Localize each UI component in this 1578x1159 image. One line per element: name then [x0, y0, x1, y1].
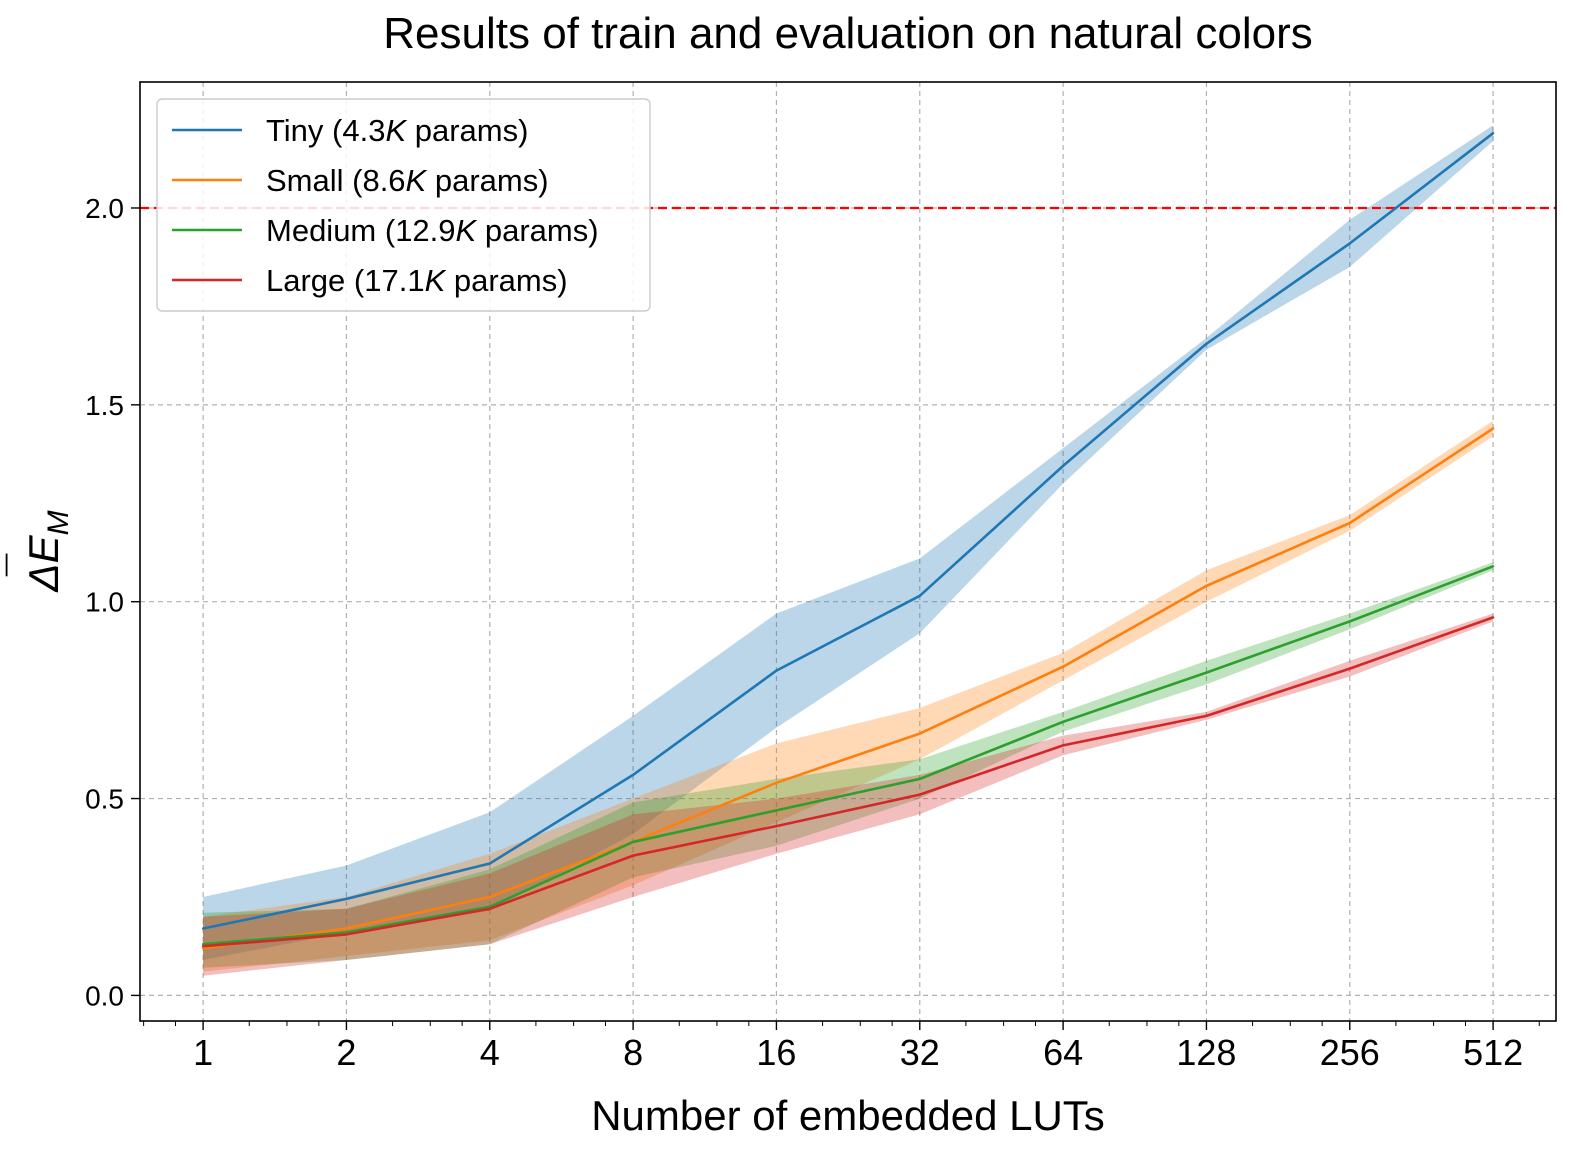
x-tick-label: 2 — [336, 1032, 356, 1073]
legend-label-prefix: Medium (12.9 — [266, 213, 456, 248]
data-point — [631, 854, 635, 857]
data-point — [488, 907, 491, 910]
data-point — [1205, 584, 1208, 588]
legend-label-prefix: Large (17.1 — [266, 263, 425, 298]
data-point — [345, 933, 348, 936]
data-point — [1491, 131, 1495, 135]
data-point — [488, 895, 491, 899]
data-point — [201, 927, 205, 930]
data-point — [1491, 565, 1495, 568]
series-line — [202, 132, 1494, 930]
y-tick-label: 1.0 — [85, 587, 124, 618]
x-tick-label: 1 — [193, 1032, 213, 1073]
data-point — [1491, 616, 1495, 619]
series-line — [202, 427, 1494, 950]
series-line — [202, 565, 1494, 946]
legend-label: Large (17.1K params) — [266, 263, 568, 298]
data-point — [1061, 720, 1065, 723]
data-point — [1348, 620, 1351, 623]
y-axis-label-bar: ¯ — [1, 553, 45, 577]
data-point — [1205, 342, 1208, 346]
data-point — [631, 773, 635, 777]
data-point — [775, 669, 778, 672]
x-tick-label: 32 — [900, 1032, 940, 1073]
legend-label-italic: K — [425, 263, 447, 298]
legend-label-italic: K — [385, 113, 407, 148]
data-point — [918, 594, 921, 597]
data-point — [1491, 427, 1495, 430]
legend-label-suffix: params) — [426, 163, 548, 198]
y-tick-label: 2.0 — [85, 193, 124, 224]
legend-label: Tiny (4.3K params) — [266, 113, 528, 148]
legend-label-prefix: Small (8.6 — [266, 163, 406, 198]
x-tick-label: 16 — [756, 1032, 796, 1073]
x-tick-label: 64 — [1043, 1032, 1083, 1073]
data-point — [1205, 671, 1208, 674]
legend-box — [156, 98, 651, 312]
data-point — [918, 732, 921, 735]
chart-title: Results of train and evaluation on natur… — [383, 9, 1312, 58]
legend-label-suffix: params) — [406, 113, 528, 148]
data-point — [201, 944, 205, 948]
confidence-band — [203, 125, 1494, 961]
x-tick-label: 256 — [1320, 1032, 1380, 1073]
data-point — [1348, 667, 1351, 670]
legend-label-prefix: Tiny (4.3 — [266, 113, 385, 148]
y-axis-label-main: ΔE — [20, 534, 67, 592]
legend-label: Small (8.6K params) — [266, 163, 549, 198]
data-point — [1061, 464, 1065, 468]
x-tick-label: 512 — [1463, 1032, 1523, 1073]
data-point — [775, 809, 778, 812]
y-axis-label-subscript: M — [42, 510, 75, 535]
y-tick-label: 1.5 — [85, 390, 124, 421]
legend-label-italic: K — [456, 213, 478, 248]
x-tick-label: 8 — [623, 1032, 643, 1073]
svg-text:ΔEM: ΔEM — [20, 510, 75, 592]
y-tick-label: 0.5 — [85, 784, 124, 815]
data-point — [201, 946, 205, 950]
data-point — [1061, 665, 1065, 668]
data-point — [775, 781, 778, 785]
data-point — [918, 793, 921, 796]
data-point — [918, 777, 921, 781]
legend: Tiny (4.3K params)Small (8.6K params)Med… — [156, 98, 651, 312]
data-point — [1348, 242, 1351, 245]
confidence-band — [203, 562, 1494, 968]
series-line — [202, 616, 1494, 948]
x-tick-label: 128 — [1176, 1032, 1236, 1073]
legend-label-italic: K — [406, 163, 428, 198]
legend-label-suffix: params) — [476, 213, 598, 248]
legend-label: Medium (12.9K params) — [266, 213, 599, 248]
series-lines — [201, 131, 1495, 950]
data-point — [1205, 714, 1208, 718]
x-tick-label: 4 — [480, 1032, 500, 1073]
y-tick-label: 0.0 — [85, 980, 124, 1011]
data-point — [775, 824, 778, 828]
data-point — [1061, 744, 1065, 747]
data-point — [1348, 521, 1351, 525]
confidence-band — [203, 420, 1494, 972]
data-point — [345, 927, 348, 930]
data-point — [488, 862, 491, 865]
x-axis-label: Number of embedded LUTs — [591, 1092, 1105, 1139]
data-point — [201, 943, 205, 946]
data-point — [345, 897, 348, 901]
plot-frame — [139, 81, 1557, 1022]
legend-label-suffix: params) — [445, 263, 567, 298]
data-point — [631, 840, 635, 844]
axis-ticks: 1 2 4 8 16 32 64 128 256 512 0.0 0.5 1.0 1.5 2.0 — [85, 193, 1540, 1073]
y-axis-label: ΔEM ¯ — [1, 510, 75, 592]
